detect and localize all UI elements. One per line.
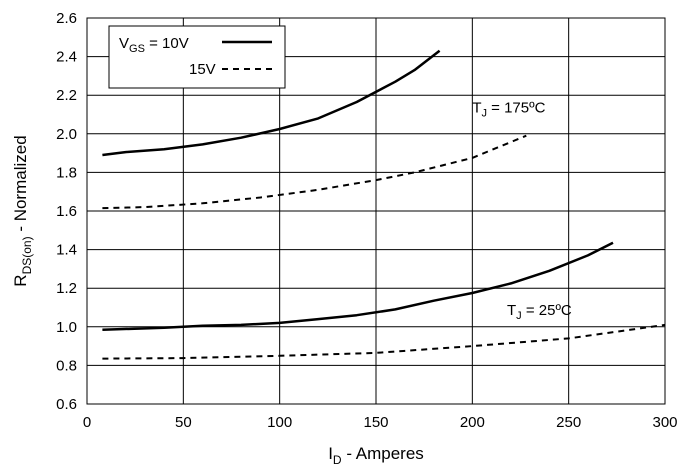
y-tick-label: 0.8 bbox=[56, 357, 77, 374]
y-tick-label: 1.6 bbox=[56, 203, 77, 220]
y-tick-label: 1.4 bbox=[56, 242, 77, 259]
y-axis-label: RDS(on) - Normalized bbox=[11, 135, 34, 286]
x-tick-label: 200 bbox=[460, 414, 485, 431]
legend-label-15v: 15V bbox=[189, 61, 216, 78]
y-tick-label: 0.6 bbox=[56, 396, 77, 413]
y-tick-label: 2.0 bbox=[56, 126, 77, 143]
x-tick-label: 300 bbox=[652, 414, 677, 431]
series-line-solid bbox=[102, 49, 441, 157]
y-tick-label: 1.8 bbox=[56, 164, 77, 181]
x-tick-label: 250 bbox=[556, 414, 581, 431]
series-line-dashed bbox=[102, 323, 666, 360]
annotation-tj-175: TJ = 175ºC bbox=[472, 100, 545, 120]
x-tick-label: 100 bbox=[267, 414, 292, 431]
y-tick-label: 1.2 bbox=[56, 280, 77, 297]
x-tick-label: 50 bbox=[175, 414, 192, 431]
legend: VGS = 10V 15V bbox=[108, 25, 286, 89]
legend-label-vgs-10v: VGS = 10V bbox=[119, 35, 189, 55]
series-line-dashed bbox=[102, 134, 527, 210]
x-tick-label: 150 bbox=[363, 414, 388, 431]
series-layer bbox=[102, 49, 666, 360]
x-axis-label: ID - Amperes bbox=[328, 444, 424, 465]
y-tick-labels: 0.6 0.8 1.0 1.2 1.4 1.6 1.8 2.0 2.2 2.4 2.6 bbox=[56, 10, 77, 413]
x-tick-label: 0 bbox=[83, 414, 91, 431]
legend-box bbox=[108, 25, 286, 89]
y-tick-label: 2.4 bbox=[56, 49, 77, 66]
y-tick-label: 2.6 bbox=[56, 10, 77, 27]
x-tick-labels: 0 50 100 150 200 250 300 bbox=[83, 414, 678, 431]
annotation-tj-25: TJ = 25ºC bbox=[507, 302, 572, 322]
y-tick-label: 1.0 bbox=[56, 319, 77, 336]
series-line-solid bbox=[102, 241, 614, 331]
y-tick-label: 2.2 bbox=[56, 87, 77, 104]
annotations: TJ = 175ºC TJ = 25ºC bbox=[472, 100, 572, 323]
plot-frame bbox=[86, 17, 666, 405]
